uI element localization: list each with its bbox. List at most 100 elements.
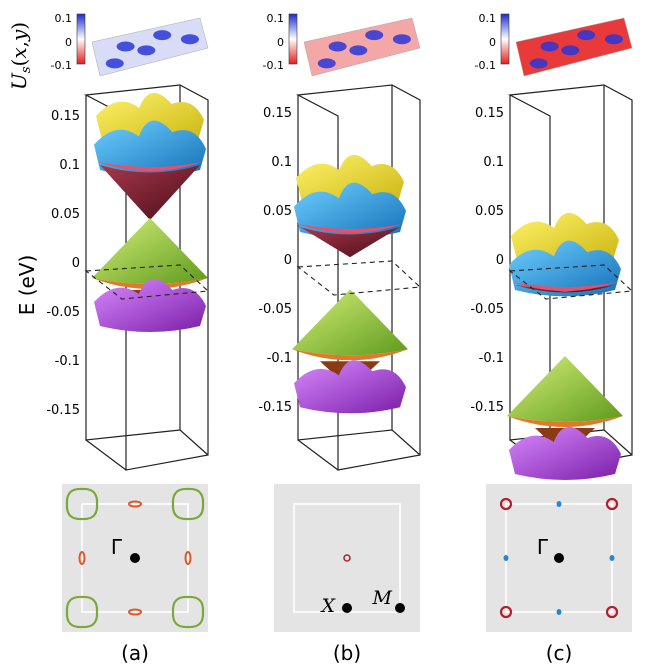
- colorbar-tick: 0: [489, 36, 496, 49]
- band-orange-rim: [292, 349, 408, 361]
- gamma-point: [130, 553, 140, 563]
- colorbar-strip: [288, 13, 298, 65]
- surface-dip: [392, 34, 411, 45]
- pocket-green: [65, 487, 99, 521]
- colorbar-tick: 0: [65, 36, 72, 49]
- surface-dip: [529, 58, 548, 69]
- pocket-green: [171, 487, 205, 521]
- band-purple: [294, 360, 406, 414]
- panel-2: 0.10-0.10.150.10.050-0.05-0.1-0.15X M(b): [258, 12, 422, 665]
- energy-ticks: 0.15 0.1 0.05 0 -0.05 -0.1 -0.15: [258, 106, 292, 415]
- surface-dip: [180, 34, 199, 45]
- energy-tick-label: -0.05: [46, 305, 80, 320]
- gamma-label: Γ: [111, 535, 123, 559]
- surface-dip: [540, 41, 559, 52]
- gamma-point: [554, 553, 564, 563]
- pocket-blue: [503, 555, 509, 561]
- pocket-red: [499, 497, 513, 511]
- band-cyan: [509, 240, 621, 297]
- pocket-red: [605, 605, 619, 619]
- potential-surface: [515, 17, 633, 77]
- band-green-cone: [92, 218, 208, 284]
- band-cone-upper: [515, 285, 615, 293]
- colorbar: 0.1 0 -0.1: [475, 12, 510, 72]
- colorbar-tick: -0.1: [475, 59, 496, 72]
- energy-tick-label: -0.15: [258, 400, 292, 415]
- band-surfaces: [92, 92, 208, 332]
- pocket-green: [171, 595, 205, 629]
- energy-tick-label: -0.1: [479, 351, 504, 366]
- colorbar-strip: [76, 13, 86, 65]
- energy-tick-label: 0.15: [263, 106, 292, 121]
- energy-tick-label: 0.1: [483, 155, 504, 170]
- energy-ticks: 0.15 0.1 0.05 0 -0.05 -0.1 -0.15: [470, 106, 504, 415]
- energy-tick-label: -0.05: [258, 302, 292, 317]
- bz-boundary: [81, 503, 189, 613]
- energy-ticks: 0.15 0.1 0.05 0 -0.05 -0.1 -0.15: [46, 109, 80, 418]
- surface-dip: [105, 58, 124, 69]
- surface-label: Us(x,y): [7, 22, 34, 90]
- y-axis-label: E (eV): [15, 255, 39, 316]
- x-point: [342, 603, 352, 613]
- panel-1: 0.1 0 -0.1 0.15 0.1 0.05 0 -0.05 -0.1 -0.15 Γ (a): [46, 12, 210, 665]
- band-surfaces: [507, 212, 623, 480]
- pocket-green: [65, 595, 99, 629]
- surface-dip: [328, 41, 347, 52]
- surface-dip: [153, 30, 172, 41]
- energy-tick-label: 0.05: [263, 204, 292, 219]
- surface-dip: [604, 34, 623, 45]
- colorbar-tick: 0.1: [267, 12, 285, 25]
- energy-tick-label: 0.05: [51, 207, 80, 222]
- panel-label: (c): [546, 641, 573, 665]
- gamma-label: Γ: [537, 535, 549, 559]
- box-edges: [83, 84, 209, 471]
- potential-surface: [303, 17, 421, 77]
- pocket-red: [605, 497, 619, 511]
- pocket-red: [343, 554, 351, 562]
- energy-tick-label: 0: [284, 253, 292, 268]
- panel-3: 0.1 0 -0.1 0.15 0.1 0.05 0 -0.05 -0.1 -0.15 Γ (c): [470, 12, 634, 665]
- colorbar-tick: 0.1: [479, 12, 497, 25]
- energy-tick-label: -0.1: [267, 351, 292, 366]
- band-cone-upper: [300, 227, 400, 258]
- band-cyan: [94, 120, 206, 177]
- potential-surface: [91, 17, 209, 77]
- surface-dip: [137, 45, 156, 56]
- pocket-orange: [184, 551, 192, 565]
- pocket-orange: [128, 500, 142, 508]
- pocket-blue: [556, 609, 562, 615]
- brillouin-zone: Γ: [486, 484, 632, 632]
- m-point: [395, 603, 405, 613]
- x-label: X: [319, 595, 336, 617]
- m-label: M: [372, 587, 393, 609]
- energy-tick-label: -0.05: [470, 302, 504, 317]
- band-cone-rim: [98, 162, 202, 171]
- colorbar: 0.1 0 -0.1: [263, 12, 298, 72]
- energy-tick-label: -0.15: [46, 403, 80, 418]
- energy-tick-label: 0: [496, 253, 504, 268]
- surface-dip: [349, 45, 368, 56]
- panel-label: (b): [333, 641, 361, 665]
- energy-tick-label: -0.1: [55, 354, 80, 369]
- energy-box: [507, 84, 633, 471]
- brillouin-zone: Γ: [62, 484, 208, 632]
- pocket-orange: [78, 551, 86, 565]
- pocket-red: [499, 605, 513, 619]
- pocket-blue: [609, 555, 615, 561]
- energy-tick-label: -0.15: [470, 400, 504, 415]
- pocket-orange: [128, 608, 142, 616]
- band-surfaces: [292, 154, 408, 414]
- band-cone-rim: [298, 224, 402, 233]
- surface-dip: [577, 30, 596, 41]
- colorbar: 0.1 0 -0.1: [51, 12, 86, 72]
- colorbar-tick: -0.1: [51, 59, 72, 72]
- band-green-cone: [507, 356, 623, 422]
- energy-tick-label: 0.1: [271, 155, 292, 170]
- energy-box: [295, 84, 421, 471]
- surface-dip: [317, 58, 336, 69]
- band-orange-rim: [507, 416, 623, 427]
- band-purple: [94, 278, 206, 332]
- box-edges: [507, 84, 633, 471]
